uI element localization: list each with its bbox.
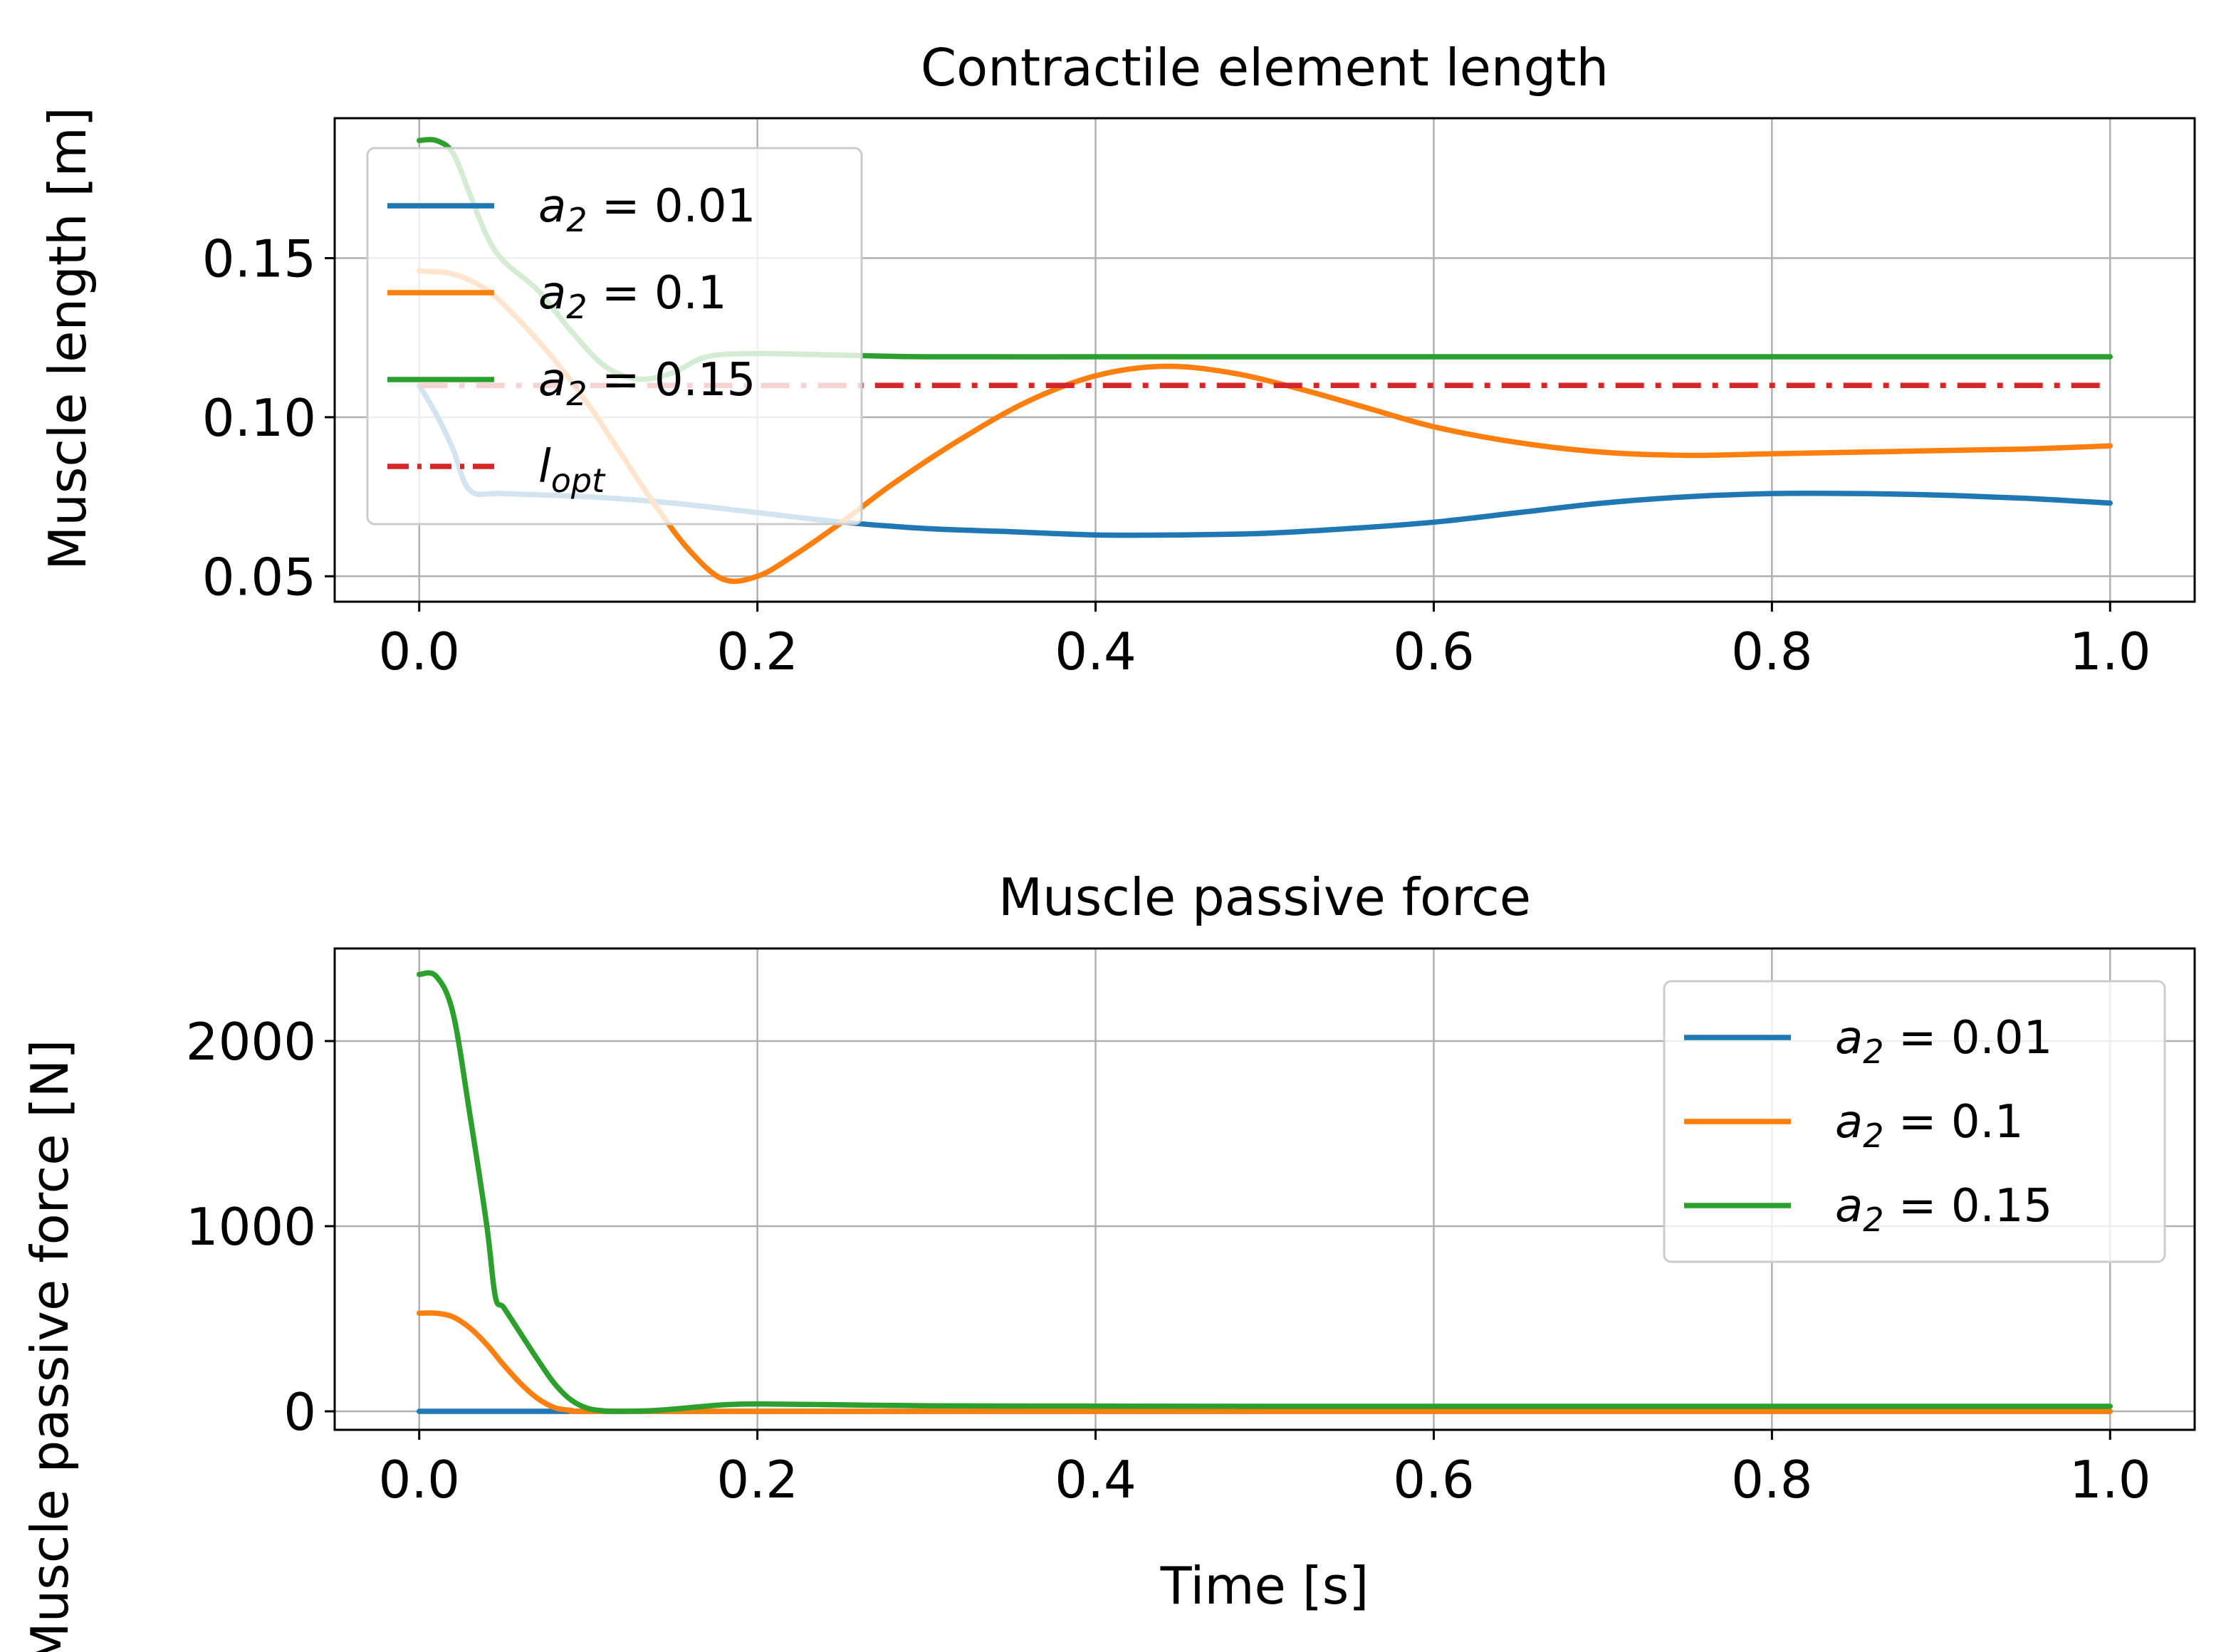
x-tick-label: 0.6 [1393, 622, 1475, 681]
x-tick-label: 0.4 [1055, 622, 1136, 681]
x-axis-ticks: 0.0 0.2 0.4 0.6 0.8 1.0 [378, 602, 2151, 681]
x-tick-label: 1.0 [2069, 622, 2151, 681]
x-tick-label: 0.6 [1393, 1450, 1475, 1510]
chart-title: Contractile element length [921, 38, 1609, 98]
x-tick-label: 0.8 [1731, 1450, 1813, 1510]
chart-force-panel: 0.0 0.2 0.4 0.6 0.8 1.0 0 1000 2000 Muscle pass… [20, 867, 2196, 1652]
y-axis-ticks: 0.05 0.10 0.15 [202, 229, 335, 607]
x-tick-label: 0.4 [1055, 1450, 1136, 1510]
x-tick-label: 0.8 [1731, 622, 1813, 681]
grid-lines [335, 118, 2195, 602]
series-line [416, 1310, 2113, 1414]
x-tick-label: 0.0 [378, 1450, 460, 1510]
y-axis-label: Muscle length [m] [38, 107, 98, 570]
y-tick-label: 0.15 [202, 229, 316, 289]
legend-label: lopt [538, 441, 606, 500]
legend-box [366, 147, 863, 526]
legend: a2 = 0.01 a2 = 0.1 a2 = 0.15 [1663, 980, 2166, 1263]
legend-box [1663, 980, 2166, 1263]
y-tick-label: 0.05 [202, 547, 316, 607]
y-tick-label: 0.10 [202, 388, 316, 448]
legend-label: a2 = 0.15 [1835, 1180, 2052, 1239]
y-axis-ticks: 0 1000 2000 [186, 1012, 335, 1442]
axes-frame [333, 117, 2196, 603]
series-lines [416, 970, 2113, 1414]
legend-label: a2 = 0.15 [538, 354, 756, 413]
y-axis-label: Muscle passive force [N] [20, 1040, 80, 1652]
chart-length-panel: 0.0 0.2 0.4 0.6 0.8 1.0 0.05 0.10 0.15 Contract… [38, 38, 2196, 681]
x-axis-ticks: 0.0 0.2 0.4 0.6 0.8 1.0 [378, 1430, 2151, 1510]
x-tick-label: 0.0 [378, 622, 460, 681]
x-tick-label: 1.0 [2069, 1450, 2151, 1510]
legend-label: a2 = 0.1 [538, 267, 727, 326]
x-tick-label: 0.2 [716, 1450, 798, 1510]
legend-label: a2 = 0.01 [1835, 1012, 2052, 1071]
y-tick-label: 2000 [186, 1012, 316, 1072]
legend-label: a2 = 0.01 [538, 180, 756, 239]
legend-label: a2 = 0.1 [1835, 1096, 2024, 1155]
y-tick-label: 0 [283, 1382, 316, 1442]
axes-frame [333, 947, 2196, 1431]
legend: a2 = 0.01 a2 = 0.1 a2 = 0.15 lopt [366, 147, 863, 526]
chart-title: Muscle passive force [998, 867, 1531, 927]
x-tick-label: 0.2 [716, 622, 798, 681]
series-line [416, 970, 2113, 1414]
y-tick-label: 1000 [186, 1197, 316, 1257]
x-axis-label: Time [s] [1160, 1556, 1369, 1616]
